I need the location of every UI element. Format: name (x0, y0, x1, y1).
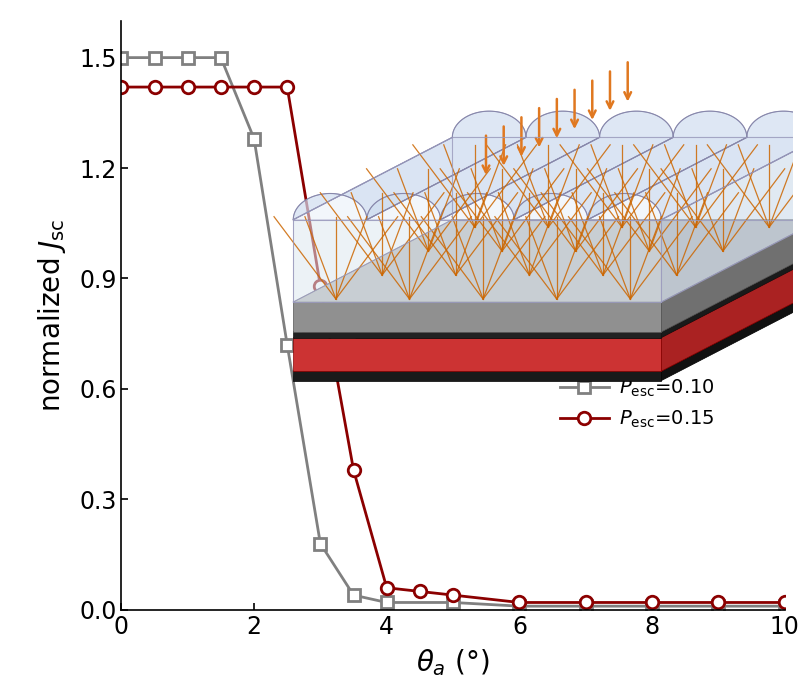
Polygon shape (294, 111, 526, 220)
Polygon shape (294, 371, 661, 380)
Polygon shape (587, 111, 809, 220)
Polygon shape (294, 255, 809, 337)
Polygon shape (661, 255, 809, 371)
Polygon shape (294, 220, 809, 302)
Polygon shape (294, 332, 661, 337)
Polygon shape (294, 302, 661, 332)
Polygon shape (661, 220, 809, 332)
Polygon shape (294, 220, 661, 302)
Polygon shape (366, 111, 599, 220)
Polygon shape (661, 289, 809, 380)
Legend: $\it{P}_{\rm esc}$=0.10, $\it{P}_{\rm esc}$=0.15: $\it{P}_{\rm esc}$=0.10, $\it{P}_{\rm es… (553, 370, 722, 437)
Polygon shape (661, 249, 809, 337)
X-axis label: $\theta_a$ (°): $\theta_a$ (°) (417, 647, 489, 678)
Polygon shape (515, 111, 747, 220)
Polygon shape (440, 111, 673, 220)
Y-axis label: normalized $\it{J}_{\rm sc}$: normalized $\it{J}_{\rm sc}$ (36, 218, 68, 412)
Polygon shape (661, 137, 809, 302)
Polygon shape (294, 137, 809, 220)
Polygon shape (294, 289, 809, 371)
Polygon shape (294, 337, 661, 371)
Polygon shape (294, 249, 809, 332)
